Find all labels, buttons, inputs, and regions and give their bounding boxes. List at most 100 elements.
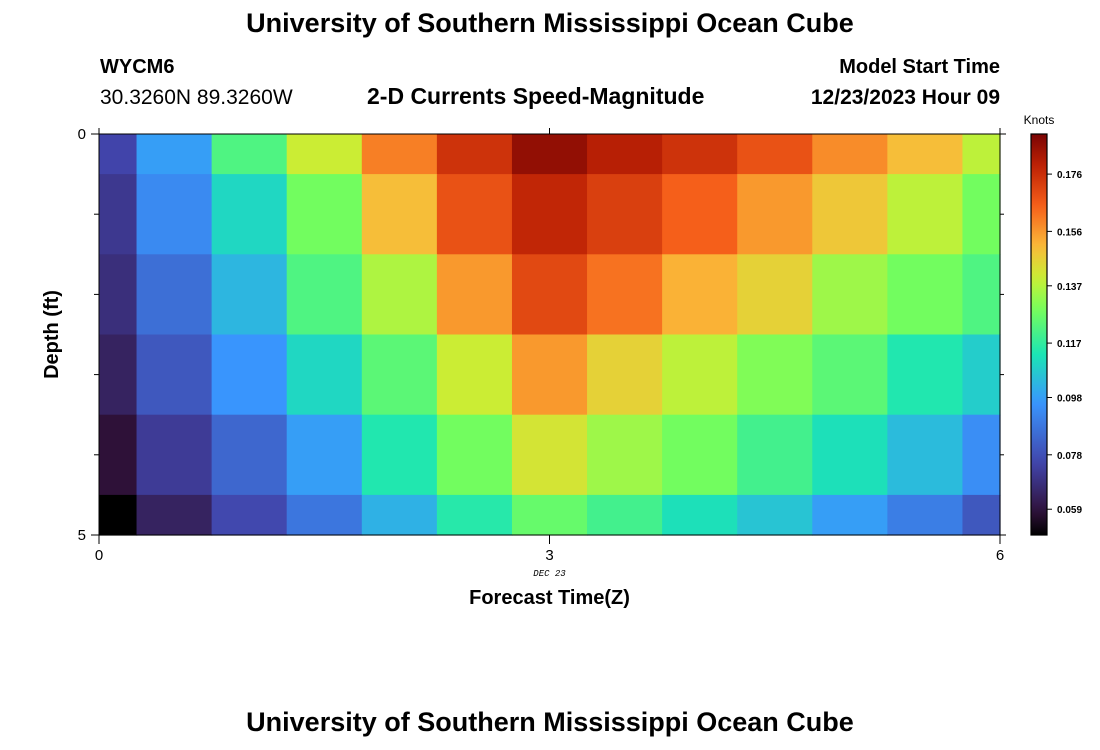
plot-title: 2-D Currents Speed-Magnitude <box>367 83 705 109</box>
model-start-datetime: 12/23/2023 Hour 09 <box>810 86 1000 109</box>
heatmap-cell <box>662 334 738 416</box>
heatmap-cell <box>136 494 213 536</box>
heatmap-cell <box>737 254 813 336</box>
heatmap-cell <box>286 134 363 175</box>
heatmap-cell <box>361 494 438 536</box>
heatmap-cell <box>436 254 513 336</box>
heatmap-cell <box>436 134 513 175</box>
x-tick-label: 0 <box>95 547 103 564</box>
heatmap-cell <box>511 254 588 336</box>
colorbar-tick-label: 0.117 <box>1057 339 1082 350</box>
heatmap-cell <box>962 414 1001 496</box>
heatmap-cell <box>587 134 663 175</box>
heatmap-cell <box>887 334 964 416</box>
heatmap-cell <box>812 254 888 336</box>
heatmap-cell <box>436 174 513 255</box>
heatmap-cell <box>587 254 663 336</box>
heatmap-cell <box>361 414 438 496</box>
heatmap-cell <box>361 254 438 336</box>
heatmap-cell <box>361 334 438 416</box>
heatmap-cell <box>662 494 738 536</box>
colorbar-tick-label: 0.098 <box>1057 394 1082 405</box>
colorbar-tick-label: 0.176 <box>1057 170 1082 181</box>
heatmap-cell <box>812 494 888 536</box>
heatmap-cell <box>286 174 363 255</box>
heatmap-cell <box>812 174 888 255</box>
x-tick-label: 6 <box>996 547 1004 564</box>
heatmap-cell <box>211 414 288 496</box>
colorbar-label: Knots <box>1024 113 1055 127</box>
y-tick-label: 0 <box>78 126 86 143</box>
heatmap-cell <box>286 414 363 496</box>
heatmap-cell <box>361 134 438 175</box>
heatmap-cell <box>737 414 813 496</box>
heatmap-cell <box>136 174 213 255</box>
x-axis-label: Forecast Time(Z) <box>469 587 630 609</box>
heatmap-cell <box>211 174 288 255</box>
heatmap-cell <box>99 134 138 175</box>
heatmap-cell <box>286 334 363 416</box>
heatmap-cell <box>99 254 138 336</box>
colorbar-tick-label: 0.156 <box>1057 227 1082 238</box>
colorbar-tick-label: 0.078 <box>1057 451 1082 462</box>
heatmap-cell <box>887 494 964 536</box>
heatmap-cell <box>286 254 363 336</box>
heatmap-cell <box>587 174 663 255</box>
x-tick-label: 3 <box>545 547 553 564</box>
heatmap-cell <box>136 334 213 416</box>
x-date-label: DEC 23 <box>533 569 566 579</box>
colorbar-tick-label: 0.059 <box>1057 505 1082 516</box>
heatmap-cell <box>962 134 1001 175</box>
heatmap-cell <box>737 174 813 255</box>
heatmap-cell <box>99 334 138 416</box>
footer-title: University of Southern Mississippi Ocean… <box>246 707 854 737</box>
heatmap-cell <box>211 134 288 175</box>
heatmap-cell <box>962 334 1001 416</box>
heatmap-cell <box>587 494 663 536</box>
heatmap-cell <box>962 494 1001 536</box>
heatmap-cell <box>662 254 738 336</box>
model-start-label: Model Start Time <box>839 56 1000 78</box>
heatmap-cell <box>136 254 213 336</box>
heatmap-cell <box>962 254 1001 336</box>
heatmap-cell <box>887 414 964 496</box>
y-axis-label: Depth (ft) <box>41 290 63 379</box>
colorbar-tick-label: 0.137 <box>1057 282 1082 293</box>
station-coordinates: 30.3260N 89.3260W <box>100 86 293 109</box>
heatmap-cell <box>436 494 513 536</box>
heatmap-cell <box>511 174 588 255</box>
heatmap-cell <box>511 494 588 536</box>
heatmap-cell <box>211 254 288 336</box>
heatmap-cell <box>211 334 288 416</box>
heatmap-cell <box>511 334 588 416</box>
heatmap-cell <box>286 494 363 536</box>
heatmap-cell <box>436 334 513 416</box>
heatmap-cell <box>887 134 964 175</box>
heatmap-cell <box>812 134 888 175</box>
heatmap-cell <box>587 334 663 416</box>
heatmap-cell <box>587 414 663 496</box>
heatmap-cell <box>887 174 964 255</box>
y-tick-label: 5 <box>78 527 86 544</box>
heatmap-cell <box>511 414 588 496</box>
heatmap-cell <box>436 414 513 496</box>
colorbar <box>1030 133 1048 536</box>
heatmap-cell <box>662 174 738 255</box>
heatmap-cell <box>99 174 138 255</box>
heatmap-cell <box>812 334 888 416</box>
heatmap-cell <box>99 414 138 496</box>
heatmap-cell <box>962 174 1001 255</box>
heatmap-cell <box>136 414 213 496</box>
heatmap-cell <box>361 174 438 255</box>
page-title: University of Southern Mississippi Ocean… <box>246 8 854 38</box>
heatmap-cell <box>737 134 813 175</box>
heatmap-cell <box>737 494 813 536</box>
heatmap-cell <box>662 134 738 175</box>
heatmap-cell <box>662 414 738 496</box>
heatmap-cell <box>812 414 888 496</box>
heatmap-cell <box>737 334 813 416</box>
heatmap-cell <box>136 134 213 175</box>
heatmap-cell <box>887 254 964 336</box>
heatmap-cell <box>511 134 588 175</box>
